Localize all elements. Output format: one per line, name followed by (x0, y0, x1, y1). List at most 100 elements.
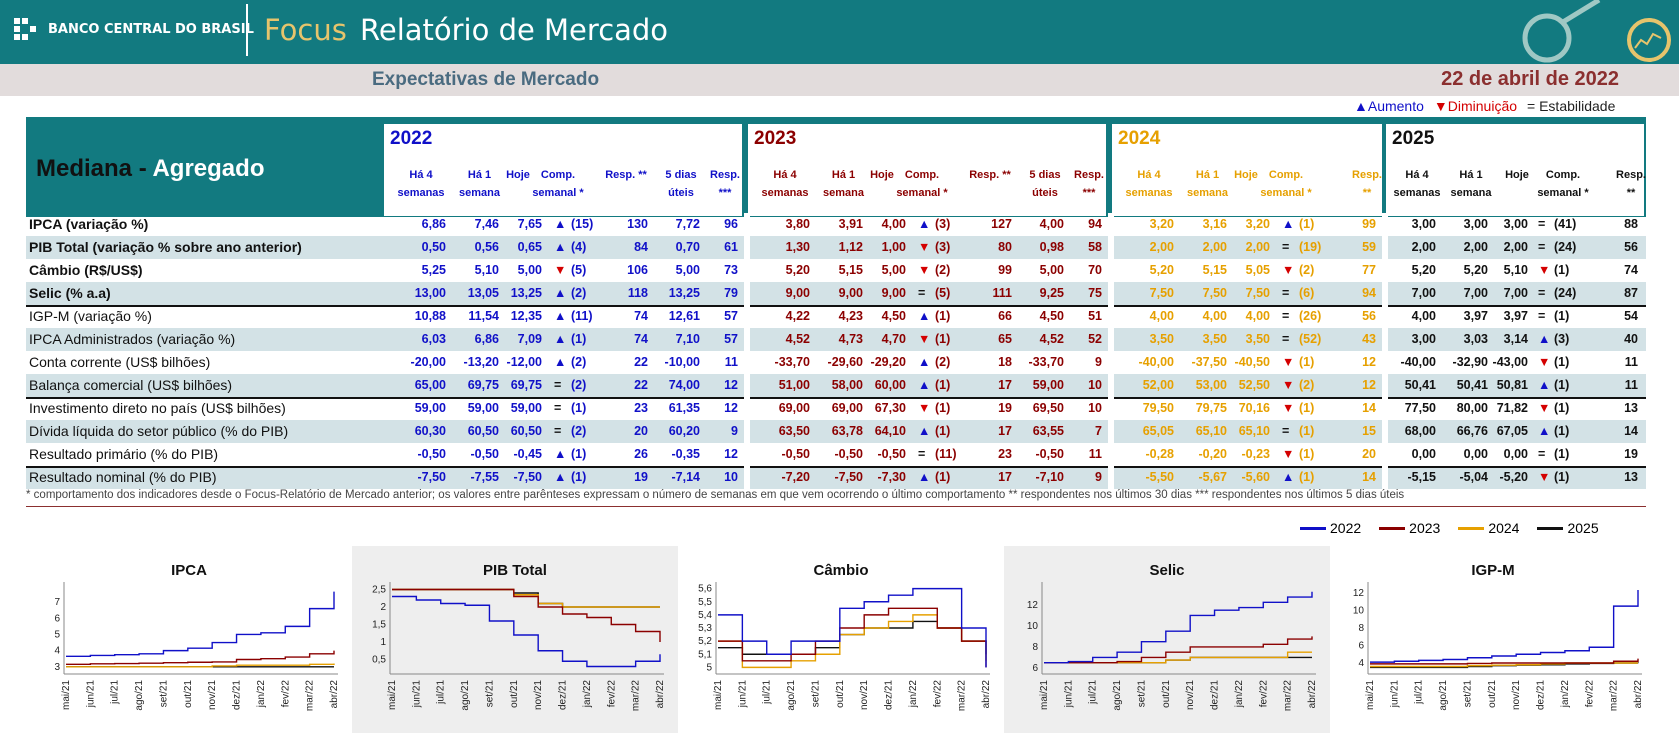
table-cell: 5,10 (474, 263, 499, 277)
table-cell: 56 (1624, 240, 1638, 254)
table-cell: 67,05 (1496, 424, 1528, 438)
table-cell: 106 (627, 263, 648, 277)
table-cell: 69,75 (510, 378, 542, 392)
table-cell: 3,00 (1411, 332, 1436, 346)
table-cell: (1) (1299, 217, 1315, 231)
table-cell: 19 (1624, 447, 1638, 461)
col-header-resp: Resp. ** (1616, 169, 1646, 199)
table-cell: -29,20 (870, 355, 906, 369)
x-tick-label: ago/21 (786, 680, 797, 711)
col-header-resp: Resp. ** (605, 169, 647, 181)
table-cell: 69,00 (778, 401, 810, 415)
col-header-comp: Comp. semanal * (532, 169, 584, 199)
up-arrow-icon: ▲ (918, 309, 931, 323)
down-arrow-icon: ▼ (1538, 263, 1551, 277)
x-tick-label: set/21 (484, 680, 495, 708)
up-arrow-icon: ▲ (554, 355, 567, 369)
column-gap (1382, 213, 1388, 489)
y-tick-label: 12 (1353, 588, 1365, 599)
table-cell: 5,20 (785, 263, 810, 277)
table-cell: (1) (1299, 424, 1315, 438)
table-cell: 127 (991, 217, 1012, 231)
x-tick-label: mar/22 (631, 680, 642, 712)
table-cell: 3,80 (785, 217, 810, 231)
equals-icon: = (918, 447, 926, 461)
x-tick-label: mai/21 (61, 680, 72, 710)
up-arrow-icon: ▲ (554, 332, 567, 346)
equals-icon: = (554, 378, 562, 392)
equals-icon: = (918, 286, 926, 300)
table-cell: 60,00 (874, 378, 906, 392)
table-cell: 63,50 (778, 424, 810, 438)
y-tick-label: 5,2 (698, 636, 712, 647)
x-tick-label: abr/22 (1633, 680, 1644, 709)
table-cell: (5) (571, 263, 587, 277)
table-cell: 4,00 (1411, 309, 1436, 323)
table-cell: (1) (1299, 355, 1315, 369)
table-cell: 7,46 (474, 217, 499, 231)
table-cell: 0,00 (1411, 447, 1436, 461)
table-cell: (24) (1554, 286, 1577, 300)
table-cell: 5,25 (421, 263, 446, 277)
table-cell: 0,65 (517, 240, 542, 254)
table-cell: 94 (1088, 217, 1102, 231)
table-cell: 3,50 (1202, 332, 1227, 346)
x-tick-label: nov/21 (1185, 680, 1196, 710)
equals-icon: = (1282, 286, 1290, 300)
x-tick-label: ago/21 (1112, 680, 1123, 711)
row-label: IPCA (variação %) (29, 216, 149, 232)
table-cell: 20 (1362, 447, 1376, 461)
table-cell: 59 (1362, 240, 1376, 254)
x-tick-label: jul/21 (762, 680, 773, 705)
chart-panel-3 (1004, 546, 1330, 733)
row-label: Resultado nominal (% do PIB) (29, 469, 217, 485)
table-cell: 65 (998, 332, 1012, 346)
series-line-2025 (392, 588, 660, 608)
up-arrow-icon: ▲ (1538, 332, 1551, 346)
table-row: Investimento direto no país (US$ bilhões… (26, 397, 1646, 420)
table-cell: 15 (1362, 424, 1376, 438)
table-cell: 7,10 (675, 332, 700, 346)
equals-icon: = (1527, 98, 1536, 114)
table-cell: 4,52 (1039, 332, 1064, 346)
table-row: Dívida líquida do setor público (% do PI… (26, 420, 1646, 443)
down-arrow-icon: ▼ (1282, 447, 1295, 461)
table-cell: 11 (1624, 378, 1638, 392)
table-cell: 14 (1624, 424, 1638, 438)
table-cell: 9,00 (838, 286, 863, 300)
table-cell: -10,00 (664, 355, 700, 369)
table-cell: 2,00 (1149, 240, 1174, 254)
x-tick-label: dez/21 (558, 680, 569, 710)
y-tick-label: 12 (1027, 600, 1039, 611)
table-cell: 60,50 (510, 424, 542, 438)
table-cell: (1) (1299, 470, 1315, 484)
group-separator (26, 397, 1646, 399)
table-cell: 130 (627, 217, 648, 231)
series-line-2023 (718, 607, 987, 668)
table-cell: 7,50 (1149, 286, 1174, 300)
table-cell: 5,00 (517, 263, 542, 277)
table-cell: 70,16 (1238, 401, 1270, 415)
header-divider (246, 4, 248, 56)
col-header-resp3: Resp. *** (1074, 169, 1104, 199)
equals-icon: = (1538, 286, 1546, 300)
table-cell: -7,14 (671, 470, 701, 484)
table-cell: -32,90 (1452, 355, 1488, 369)
table-cell: 11 (1088, 447, 1102, 461)
bcb-logo: BANCO CENTRAL DO BRASIL (12, 14, 254, 44)
table-cell: 7,65 (517, 217, 542, 231)
table-cell: -0,50 (417, 447, 447, 461)
chart-svg: 5 5,1 5,2 5,3 5,4 5,5 5,6 mai/21 jun/21 jul/21 ago… (698, 582, 992, 711)
table-cell: -33,70 (1028, 355, 1064, 369)
table-cell: -0,50 (1035, 447, 1065, 461)
table-cell: 7,50 (1202, 286, 1227, 300)
table-row: Selic (% a.a) 13,00 13,05 13,25 ▲ (2) 118 13,25… (26, 282, 1646, 305)
table-cell: 77 (1362, 263, 1376, 277)
year-label-2023: 2023 (754, 128, 797, 149)
table-cell: 87 (1624, 286, 1638, 300)
report-title: Relatório de Mercado (360, 13, 669, 47)
x-tick-label: jan/22 (582, 680, 593, 709)
table-cell: 61,35 (668, 401, 700, 415)
table-cell: 7,50 (1245, 286, 1270, 300)
column-gap (1108, 213, 1114, 489)
